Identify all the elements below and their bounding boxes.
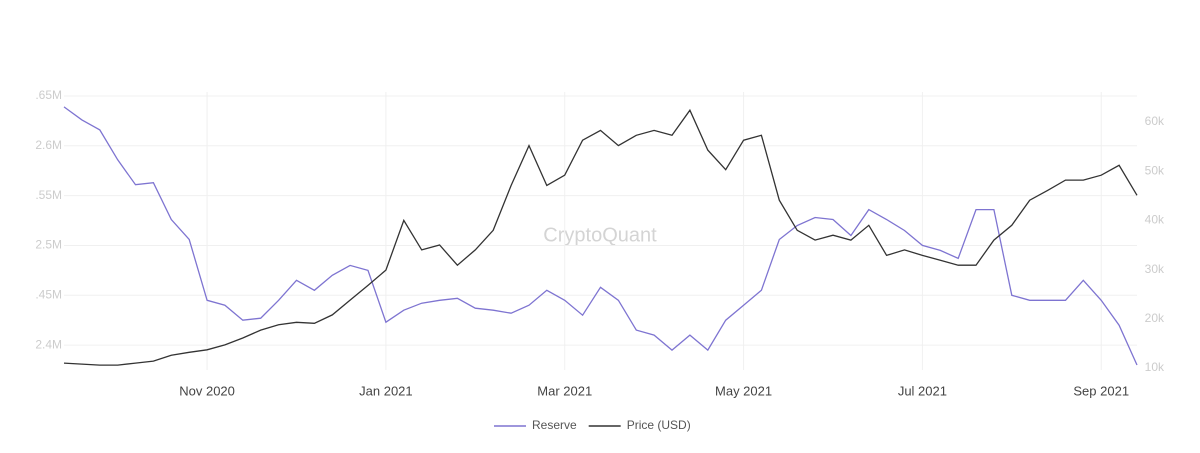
y2-tick-label: 30k — [1145, 262, 1165, 276]
y-tick-label: .45M — [35, 287, 62, 301]
y-tick-label: 2.5M — [35, 238, 62, 252]
series-line — [63, 106, 1138, 366]
x-tick-label: Nov 2020 — [179, 383, 235, 398]
x-tick-label: Jan 2021 — [359, 383, 413, 398]
y2-tick-label: 60k — [1145, 114, 1165, 128]
y-tick-label: 2.6M — [35, 138, 62, 152]
y2-tick-label: 10k — [1145, 360, 1165, 374]
x-tick-label: Mar 2021 — [537, 383, 592, 398]
y-tick-label: .55M — [35, 188, 62, 202]
series-line — [63, 108, 1138, 366]
x-tick-label: May 2021 — [715, 383, 772, 398]
y-tick-label: 2.4M — [35, 337, 62, 351]
watermark: CryptoQuant — [543, 224, 657, 246]
y2-tick-label: 40k — [1145, 213, 1165, 227]
y-tick-label: .65M — [35, 88, 62, 102]
x-tick-label: Jul 2021 — [898, 383, 947, 398]
legend-label: Price (USD) — [627, 418, 691, 432]
y2-tick-label: 50k — [1145, 163, 1165, 177]
y2-tick-label: 20k — [1145, 311, 1165, 325]
legend-label: Reserve — [532, 418, 577, 432]
x-tick-label: Sep 2021 — [1073, 383, 1129, 398]
